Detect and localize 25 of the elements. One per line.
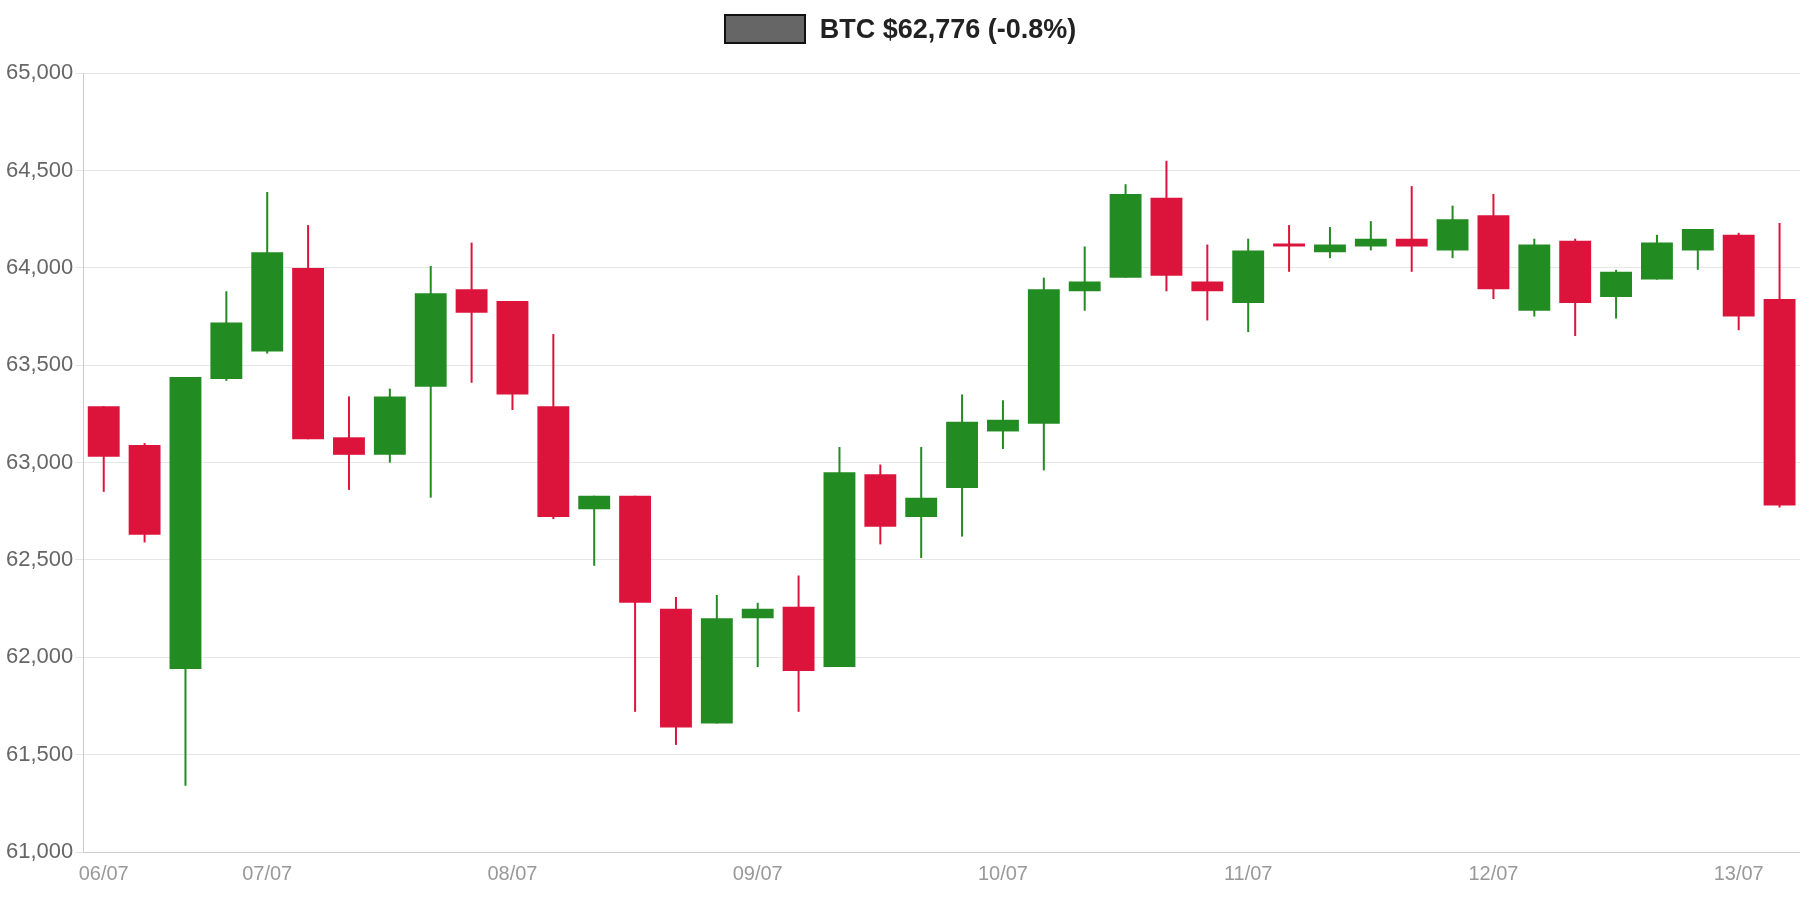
- x-tick-label: 12/07: [1468, 861, 1519, 884]
- candlestick: [1068, 245, 1101, 312]
- y-tick-label: 62,500: [5, 546, 74, 572]
- x-tick-label: 11/07: [1223, 861, 1273, 884]
- y-tick-label: 63,000: [5, 448, 74, 474]
- x-tick-label: 13/07: [1713, 861, 1764, 884]
- y-tick-label: 63,500: [5, 351, 74, 377]
- candlestick: [1314, 226, 1346, 260]
- candlestick: [1395, 185, 1428, 273]
- y-tick-label: 65,000: [5, 59, 74, 85]
- y-tick-label: 64,500: [5, 156, 74, 182]
- x-tick-label: 06/07: [78, 861, 129, 884]
- candlestick: [1354, 220, 1387, 252]
- x-tick-label: 09/07: [732, 861, 783, 884]
- x-tick-label: 07/07: [242, 861, 293, 884]
- x-tick-label: 08/07: [487, 861, 538, 884]
- y-tick-label: 61,500: [5, 740, 74, 766]
- y-tick-label: 64,000: [5, 253, 74, 279]
- y-tick-label: 61,000: [5, 838, 74, 864]
- text: BTC $62,776 (-0.8%): [819, 13, 1077, 45]
- y-tick-label: 62,000: [5, 643, 74, 669]
- candlestick: [1273, 224, 1306, 273]
- candlestick: [741, 601, 774, 669]
- x-tick-label: 10/07: [977, 861, 1028, 884]
- candlestick: [1191, 243, 1224, 322]
